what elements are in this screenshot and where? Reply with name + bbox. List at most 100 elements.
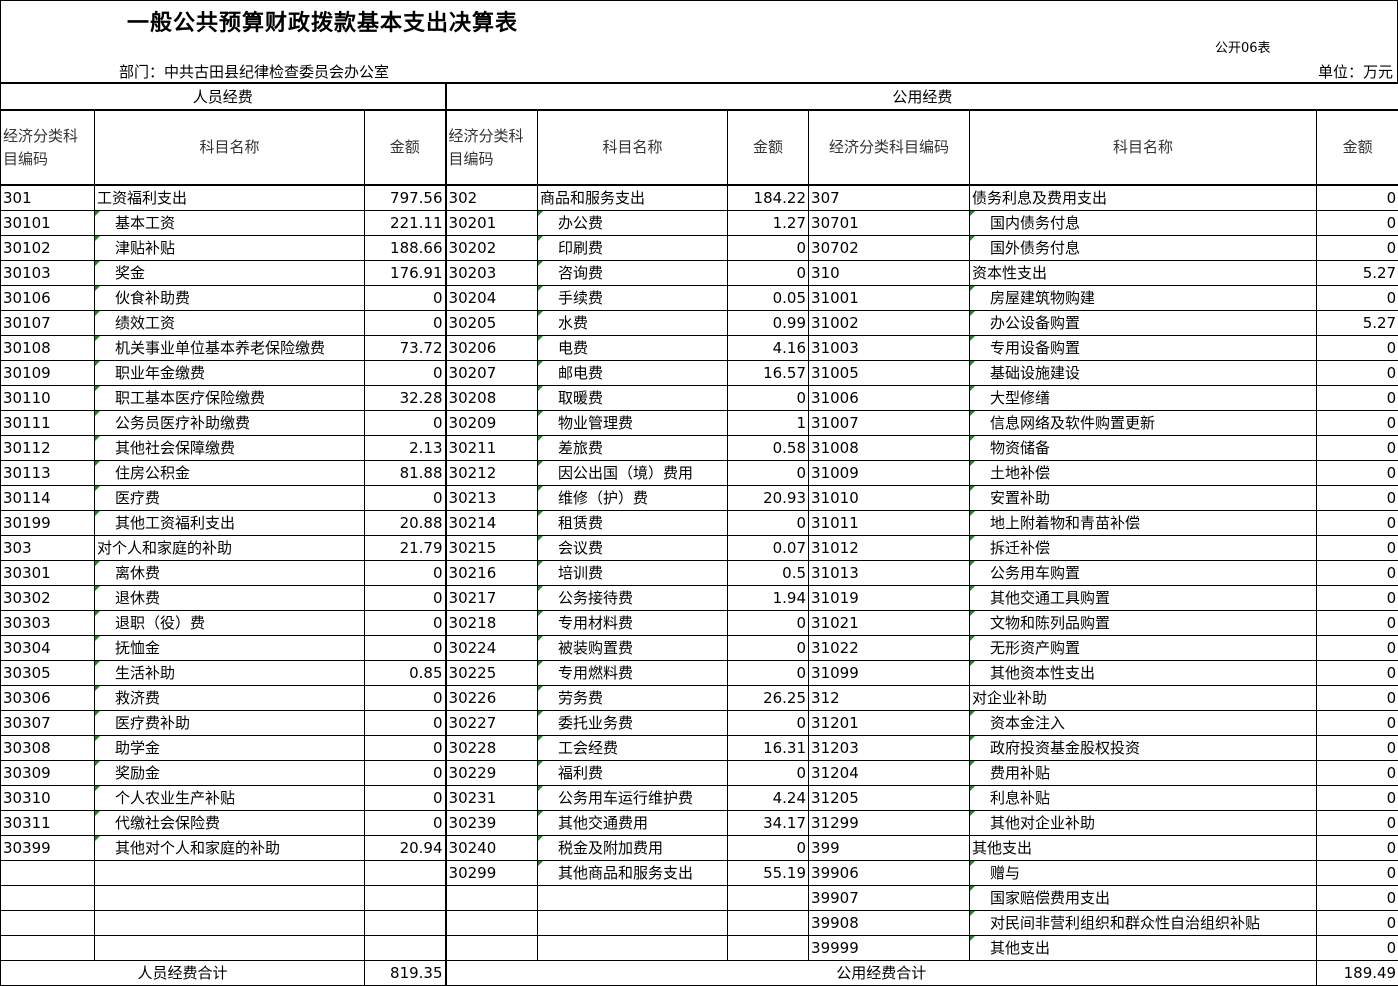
- item-amount: 0: [1317, 586, 1398, 611]
- item-code: 312: [809, 686, 970, 711]
- item-code: 30229: [446, 761, 538, 786]
- item-code: 30209: [446, 411, 538, 436]
- item-name: 国内债务付息: [970, 211, 1317, 236]
- item-amount: 0: [365, 636, 446, 661]
- empty-cell: [1, 936, 95, 961]
- item-name: 基础设施建设: [970, 361, 1317, 386]
- item-amount: 0: [365, 686, 446, 711]
- item-name: 其他工资福利支出: [95, 511, 365, 536]
- item-amount: 0: [365, 736, 446, 761]
- item-code: 30399: [1, 836, 95, 861]
- item-code: 31005: [809, 361, 970, 386]
- item-name: 取暖费: [538, 386, 728, 411]
- item-code: 30225: [446, 661, 538, 686]
- empty-cell: [365, 886, 446, 911]
- item-code: 30111: [1, 411, 95, 436]
- item-name: 绩效工资: [95, 311, 365, 336]
- item-amount: 0: [728, 236, 809, 261]
- item-code: 30227: [446, 711, 538, 736]
- item-name: 债务利息及费用支出: [970, 185, 1317, 211]
- unit-label: 单位：万元: [1318, 61, 1393, 82]
- item-amount: 0.85: [365, 661, 446, 686]
- item-name: 赠与: [970, 861, 1317, 886]
- item-amount: 0: [1317, 786, 1398, 811]
- item-name: 拆迁补偿: [970, 536, 1317, 561]
- item-amount: 0: [728, 836, 809, 861]
- item-amount: 32.28: [365, 386, 446, 411]
- item-amount: 0: [1317, 911, 1398, 936]
- item-amount: 21.79: [365, 536, 446, 561]
- item-amount: 0: [728, 761, 809, 786]
- item-name: 公务用车购置: [970, 561, 1317, 586]
- item-name: 大型修缮: [970, 386, 1317, 411]
- item-amount: 0: [1317, 336, 1398, 361]
- item-name: 委托业务费: [538, 711, 728, 736]
- empty-cell: [95, 936, 365, 961]
- item-amount: 0: [1317, 836, 1398, 861]
- item-name: 津贴补贴: [95, 236, 365, 261]
- item-code: 30112: [1, 436, 95, 461]
- item-amount: 5.27: [1317, 261, 1398, 286]
- item-code: 31021: [809, 611, 970, 636]
- empty-cell: [538, 911, 728, 936]
- item-amount: 0.05: [728, 286, 809, 311]
- item-code: 399: [809, 836, 970, 861]
- item-code: 30305: [1, 661, 95, 686]
- col-amount: 金额: [728, 110, 809, 185]
- item-name: 基本工资: [95, 211, 365, 236]
- item-amount: 0: [1317, 536, 1398, 561]
- item-amount: 0: [1317, 811, 1398, 836]
- item-code: 30108: [1, 336, 95, 361]
- public-header: 公用经费: [446, 83, 1398, 110]
- col-amount: 金额: [365, 110, 446, 185]
- item-amount: 0: [728, 261, 809, 286]
- empty-cell: [538, 886, 728, 911]
- item-amount: 0: [1317, 461, 1398, 486]
- item-amount: 0: [365, 311, 446, 336]
- item-code: 30109: [1, 361, 95, 386]
- item-code: 30702: [809, 236, 970, 261]
- item-name: 其他对企业补助: [970, 811, 1317, 836]
- item-name: 文物和陈列品购置: [970, 611, 1317, 636]
- item-name: 工资福利支出: [95, 185, 365, 211]
- item-name: 其他对个人和家庭的补助: [95, 836, 365, 861]
- item-name: 电费: [538, 336, 728, 361]
- item-amount: 0.58: [728, 436, 809, 461]
- item-name: 公务接待费: [538, 586, 728, 611]
- item-amount: 73.72: [365, 336, 446, 361]
- item-code: 30302: [1, 586, 95, 611]
- item-amount: 0: [365, 811, 446, 836]
- empty-cell: [365, 936, 446, 961]
- item-amount: 20.93: [728, 486, 809, 511]
- item-name: 工会经费: [538, 736, 728, 761]
- item-code: 30301: [1, 561, 95, 586]
- item-code: 30216: [446, 561, 538, 586]
- item-code: 31099: [809, 661, 970, 686]
- item-name: 政府投资基金股权投资: [970, 736, 1317, 761]
- item-amount: 0: [728, 711, 809, 736]
- item-code: 31201: [809, 711, 970, 736]
- item-amount: 0: [728, 636, 809, 661]
- item-name: 医疗费: [95, 486, 365, 511]
- item-amount: 0: [1317, 886, 1398, 911]
- item-name: 其他支出: [970, 836, 1317, 861]
- item-name: 其他资本性支出: [970, 661, 1317, 686]
- item-amount: 0: [728, 386, 809, 411]
- item-code: 30307: [1, 711, 95, 736]
- item-amount: 0: [1317, 711, 1398, 736]
- item-name: 资本性支出: [970, 261, 1317, 286]
- item-name: 公务员医疗补助缴费: [95, 411, 365, 436]
- item-amount: 0: [1317, 286, 1398, 311]
- item-amount: 0: [365, 761, 446, 786]
- item-amount: 221.11: [365, 211, 446, 236]
- item-code: 31009: [809, 461, 970, 486]
- item-name: 职工基本医疗保险缴费: [95, 386, 365, 411]
